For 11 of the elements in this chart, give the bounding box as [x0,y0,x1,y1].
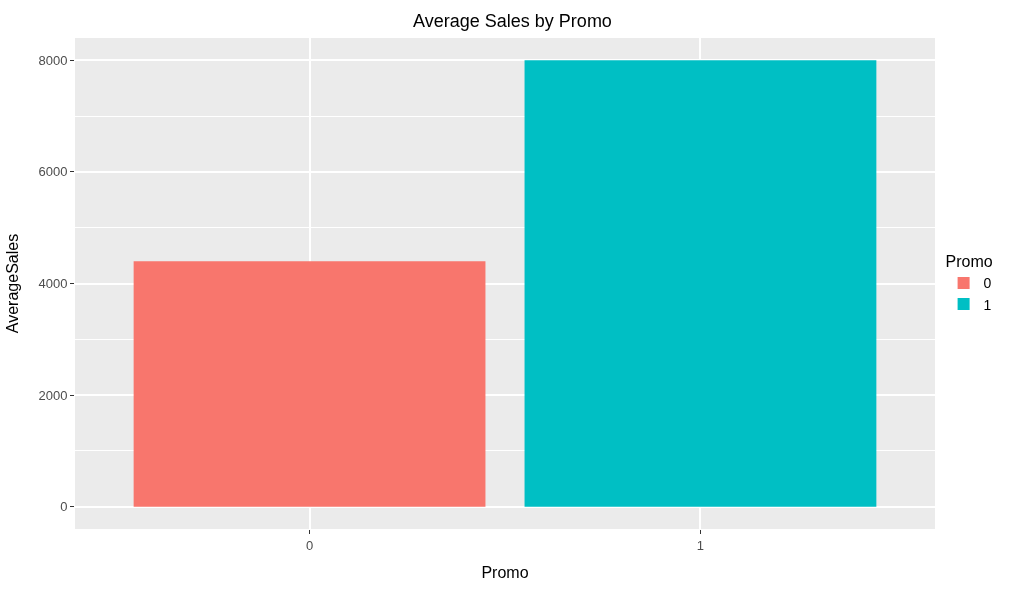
x-axis-title: Promo [481,564,529,582]
y-tick-label: 8000 [38,52,68,68]
y-tick-label: 6000 [38,164,68,180]
legend-label: 1 [983,296,992,313]
y-tick-label: 2000 [38,387,68,403]
legend-label: 0 [983,275,992,292]
y-tick-label: 4000 [38,276,68,292]
y-axis-title: AverageSales [4,233,22,334]
y-tick-label: 0 [60,499,68,515]
legend-title: Promo [945,253,993,271]
chart-title: Average Sales by Promo [413,11,612,32]
